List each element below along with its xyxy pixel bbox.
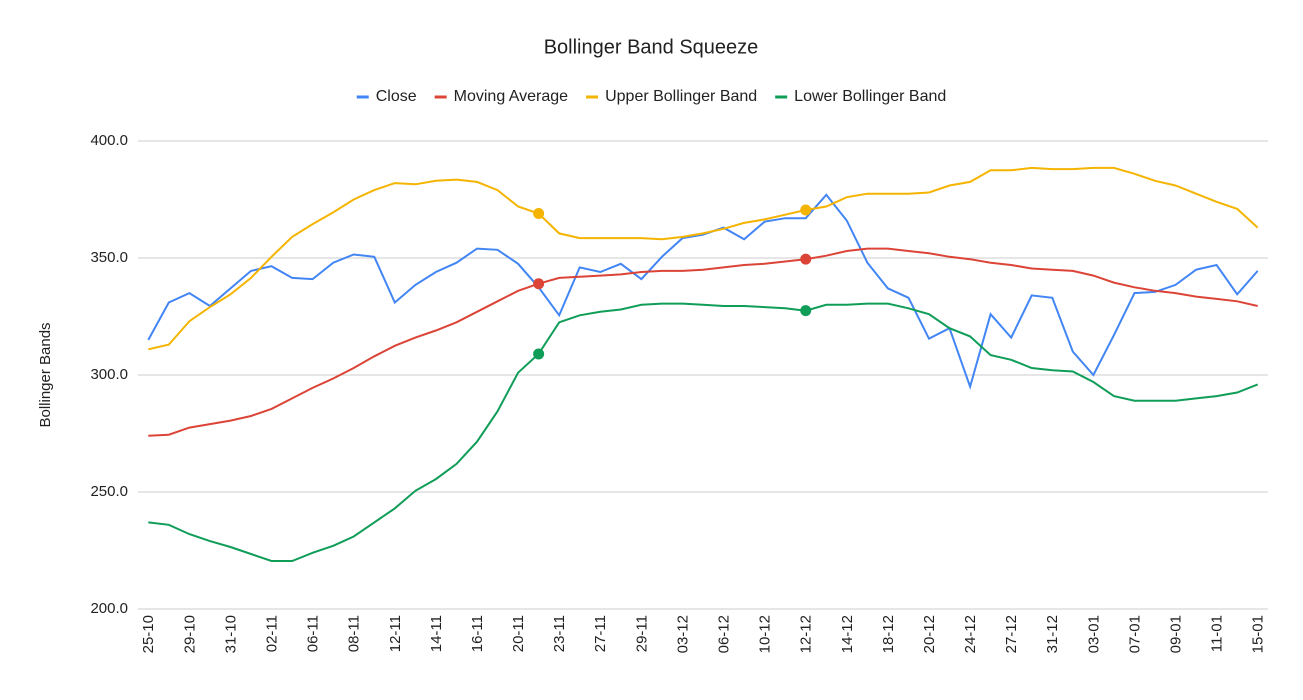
y-tick-label: 300.0 xyxy=(90,366,128,383)
x-tick-label: 07-01 xyxy=(1126,615,1143,653)
x-tick-label: 31-10 xyxy=(222,615,239,653)
series-line xyxy=(147,193,1259,391)
legend: Close Moving Average Upper Bollinger Band L… xyxy=(356,88,946,105)
y-axis-label: Bollinger Bands xyxy=(37,322,54,427)
x-tick-label: 18-12 xyxy=(880,615,897,653)
chart-title: Bollinger Band Squeeze xyxy=(544,36,759,58)
x-tick-label: 15-01 xyxy=(1250,615,1267,653)
legend-label: Lower Bollinger Band xyxy=(794,88,946,105)
y-tick-label: 200.0 xyxy=(90,600,128,617)
legend-label: Close xyxy=(376,88,417,105)
series-line xyxy=(148,302,1259,562)
series-line xyxy=(148,247,1258,437)
x-tick-label: 20-11 xyxy=(510,615,527,652)
point-marker xyxy=(533,348,545,360)
series-line xyxy=(148,166,1259,351)
point-marker xyxy=(533,278,545,290)
x-tick-label: 16-11 xyxy=(469,615,486,652)
x-tick-label: 12-11 xyxy=(387,615,404,652)
x-tick-label: 10-12 xyxy=(757,615,774,653)
x-tick-label: 20-12 xyxy=(921,615,938,653)
x-tick-label: 09-01 xyxy=(1168,615,1185,653)
point-marker xyxy=(800,305,812,317)
x-tick-label: 27-11 xyxy=(592,615,609,652)
x-tick-label: 29-10 xyxy=(181,615,198,653)
x-tick-label: 27-12 xyxy=(1003,615,1020,653)
y-tick-label: 350.0 xyxy=(90,249,128,266)
x-tick-label: 06-12 xyxy=(716,615,733,653)
x-tick-label: 31-12 xyxy=(1044,615,1061,653)
x-tick-label: 14-11 xyxy=(428,615,445,652)
x-tick-label: 29-11 xyxy=(633,615,650,652)
x-tick-label: 03-12 xyxy=(674,615,691,653)
point-marker xyxy=(800,253,812,265)
x-tick-label: 23-11 xyxy=(551,615,568,652)
legend-label: Upper Bollinger Band xyxy=(605,88,757,105)
x-tick-label: 02-11 xyxy=(264,615,281,652)
x-tick-label: 06-11 xyxy=(305,615,322,652)
x-tick-label: 08-11 xyxy=(346,615,363,652)
x-tick-label: 12-12 xyxy=(798,615,815,653)
point-marker xyxy=(533,208,545,220)
x-tick-label: 25-10 xyxy=(140,615,157,653)
legend-label: Moving Average xyxy=(454,88,569,105)
x-tick-label: 14-12 xyxy=(839,615,856,653)
y-tick-label: 250.0 xyxy=(90,483,128,500)
point-marker xyxy=(800,204,812,216)
x-tick-label: 11-01 xyxy=(1209,615,1226,652)
x-tick-label: 03-01 xyxy=(1085,615,1102,653)
x-tick-label: 24-12 xyxy=(962,615,979,653)
y-tick-label: 400.0 xyxy=(90,132,128,149)
